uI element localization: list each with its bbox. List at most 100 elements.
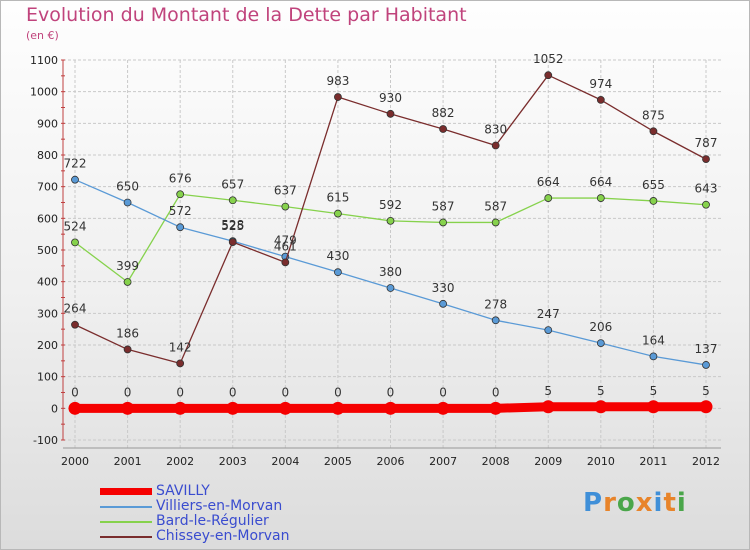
data-point [386,216,395,225]
data-point [436,401,450,415]
data-label: 830 [484,123,507,137]
x-tick-label: 2003 [219,455,247,468]
x-tick-label: 2012 [692,455,720,468]
data-label: 650 [116,180,139,194]
data-label: 380 [379,265,402,279]
data-point [596,96,605,104]
data-point [176,190,185,199]
data-label: 587 [484,199,507,213]
data-label: 137 [695,342,718,356]
y-tick-label: 900 [37,117,58,130]
data-point [278,401,292,415]
data-point [281,202,290,211]
data-point [334,268,342,277]
y-tick-label: 800 [37,149,58,162]
data-point [699,400,713,414]
data-label: 0 [176,385,184,399]
data-point [71,238,79,247]
data-point [544,71,553,80]
data-point [544,194,553,202]
x-tick-label: 2001 [114,455,142,468]
chart-subtitle: (en €) [26,29,59,42]
x-tick-label: 2009 [534,455,562,468]
data-point [649,197,658,205]
data-label: 722 [64,157,87,171]
x-tick-label: 2006 [377,455,405,468]
data-label: 247 [537,307,560,321]
data-label: 5 [702,384,710,398]
data-label: 524 [64,219,87,233]
data-label: 0 [71,385,79,399]
data-point [176,223,185,232]
x-tick-label: 2008 [482,455,510,468]
data-label: 664 [589,175,612,189]
data-label: 164 [642,333,665,347]
x-tick-label: 2002 [166,455,194,468]
data-point [702,361,710,369]
data-point [281,258,290,267]
data-point [439,299,447,308]
data-point [702,155,710,164]
data-label: 592 [379,198,402,212]
data-point [649,127,658,136]
data-label: 664 [537,175,560,189]
data-label: 655 [642,178,665,192]
x-tick-label: 2007 [429,455,457,468]
data-point [71,175,79,184]
data-point [489,401,503,415]
data-label: 142 [169,340,192,354]
data-label: 882 [432,106,455,120]
data-point [491,316,500,325]
data-point [439,125,447,133]
logo-letter: r [603,488,617,518]
data-label: 676 [169,171,192,185]
data-label: 983 [326,74,349,88]
data-point [544,326,553,335]
y-tick-label: 1100 [30,54,58,67]
x-tick-label: 2000 [61,455,89,468]
data-point [491,218,500,227]
y-tick-label: 600 [37,212,58,225]
y-tick-label: 100 [37,371,58,384]
data-point [334,93,342,101]
data-point [228,238,237,246]
data-point [176,359,185,368]
legend-label-chissey: Chissey-en-Morvan [156,528,290,544]
data-label: 643 [695,182,718,196]
data-label: 0 [282,385,290,399]
legend-swatch-savilly [100,488,152,495]
data-label: 787 [695,136,718,150]
legend-label-bard: Bard-le-Régulier [156,513,269,529]
data-label: 0 [492,385,500,399]
data-label: 0 [124,385,132,399]
logo-letter: o [616,488,636,518]
y-tick-label: -100 [33,434,58,447]
logo-letter: i [653,488,664,518]
chart-title: Evolution du Montant de la Dette par Hab… [26,4,467,26]
data-point [649,352,658,361]
data-point [702,200,710,209]
data-label: 5 [650,384,658,398]
data-point [123,345,132,354]
data-point [173,401,187,415]
data-label: 637 [274,184,297,198]
data-label: 186 [116,326,139,340]
data-point [646,400,660,414]
y-tick-label: 200 [37,339,58,352]
data-point [596,339,605,348]
data-point [594,400,608,414]
data-label: 206 [589,320,612,334]
data-point [386,284,395,292]
data-label: 587 [432,199,455,213]
y-tick-label: 300 [37,307,58,320]
data-label: 1052 [533,52,564,66]
data-point [71,320,79,329]
data-label: 5 [597,384,605,398]
data-label: 0 [229,385,237,399]
data-label: 0 [439,385,447,399]
logo-letter: t [663,488,677,518]
data-label: 264 [64,302,87,316]
x-tick-label: 2010 [587,455,615,468]
data-label: 974 [589,77,612,91]
